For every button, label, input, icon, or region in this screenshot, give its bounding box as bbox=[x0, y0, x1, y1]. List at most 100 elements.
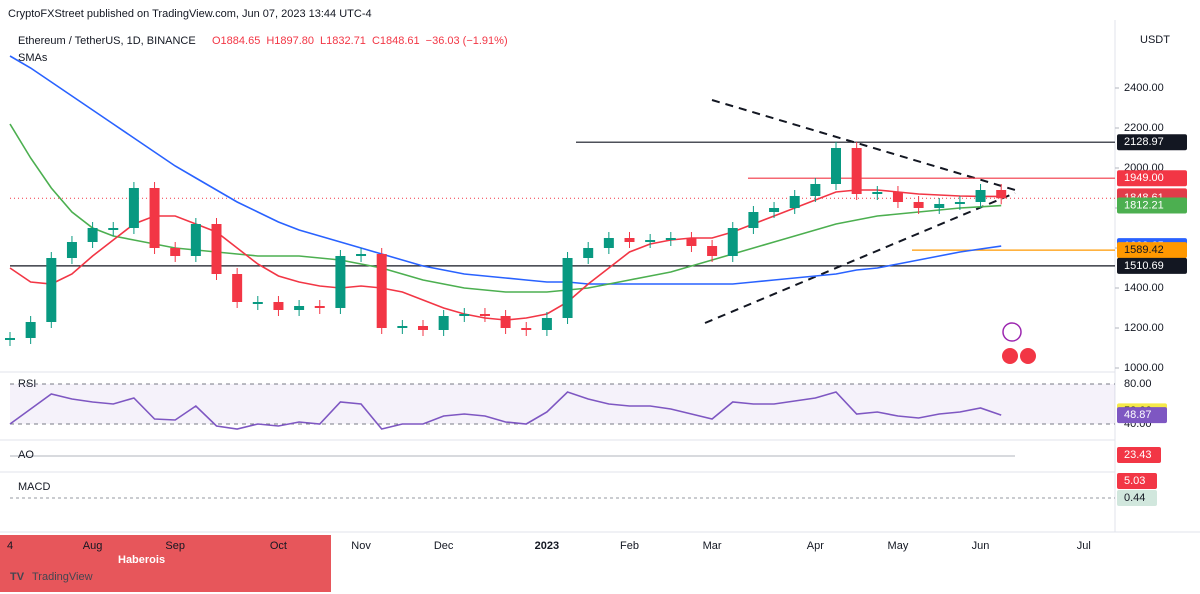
price-label-box bbox=[1117, 197, 1187, 214]
candle-body bbox=[376, 254, 387, 328]
candle-body bbox=[252, 302, 263, 304]
x-tick-label: Sep bbox=[165, 540, 185, 552]
trendline bbox=[711, 99, 1016, 191]
trendline bbox=[704, 192, 1016, 324]
ohlc-value: −36.03 (−1.91%) bbox=[426, 35, 508, 47]
candle-body bbox=[975, 190, 986, 202]
ao-label-box bbox=[1117, 447, 1161, 463]
ohlc-value: H1897.80 bbox=[266, 35, 314, 47]
ao-label: AO bbox=[18, 449, 34, 461]
x-tick-label: Jul bbox=[1077, 540, 1091, 552]
macd-value: 0.44 bbox=[1124, 492, 1145, 504]
x-tick-label: 2023 bbox=[535, 540, 559, 552]
candle-body bbox=[624, 238, 635, 242]
candle-body bbox=[707, 246, 718, 256]
candle-body bbox=[479, 314, 490, 316]
candle-body bbox=[397, 326, 408, 328]
candle-body bbox=[128, 188, 139, 228]
x-tick-label: Aug bbox=[83, 540, 103, 552]
candle-body bbox=[500, 316, 511, 328]
candle-body bbox=[686, 238, 697, 246]
candle-body bbox=[789, 196, 800, 208]
ohlc-value: C1848.61 bbox=[372, 35, 420, 47]
macd-label-box bbox=[1117, 473, 1157, 489]
candle-body bbox=[314, 306, 325, 308]
price-label-box bbox=[1117, 257, 1187, 274]
x-tick-label: Dec bbox=[434, 540, 454, 552]
candle-body bbox=[583, 248, 594, 258]
x-tick-label: 4 bbox=[7, 540, 13, 552]
icon[interactable] bbox=[1002, 322, 1022, 342]
x-tick-label: Mar bbox=[703, 540, 722, 552]
candle-body bbox=[665, 238, 676, 240]
ao-value: 23.43 bbox=[1124, 449, 1152, 461]
icon[interactable] bbox=[1002, 348, 1018, 364]
y-tick-label: 1000.00 bbox=[1124, 362, 1164, 374]
candle-body bbox=[872, 192, 883, 194]
x-tick-label: May bbox=[888, 540, 909, 552]
candle-body bbox=[108, 228, 119, 230]
brand: TradingView bbox=[32, 571, 93, 583]
candle-body bbox=[170, 248, 181, 256]
macd-label: MACD bbox=[18, 481, 50, 493]
rsi-band bbox=[10, 384, 1115, 424]
price-label: 2128.97 bbox=[1124, 136, 1164, 148]
candle-body bbox=[645, 240, 656, 242]
y-tick-label: 2200.00 bbox=[1124, 122, 1164, 134]
candle-body bbox=[418, 326, 428, 330]
currency: USDT bbox=[1140, 34, 1170, 46]
candle-body bbox=[541, 318, 552, 330]
candle-body bbox=[459, 314, 470, 316]
candle-body bbox=[748, 212, 759, 228]
watermark: Haberois bbox=[118, 554, 165, 566]
rsi-label-box bbox=[1117, 407, 1167, 424]
watermark-box bbox=[0, 535, 331, 592]
candle-body bbox=[149, 188, 160, 248]
candle-body bbox=[190, 224, 201, 256]
macd-value: 5.03 bbox=[1124, 475, 1145, 487]
ohlc-value: L1832.71 bbox=[320, 35, 366, 47]
candle-body bbox=[438, 316, 449, 330]
candle-body bbox=[521, 328, 532, 330]
x-tick-label: Jun bbox=[972, 540, 990, 552]
rsi-line bbox=[9, 391, 1002, 430]
candle-body bbox=[913, 202, 924, 208]
macd-label-box bbox=[1117, 490, 1157, 506]
candle-body bbox=[335, 256, 346, 308]
candle-body bbox=[66, 242, 77, 258]
price-label: 1949.00 bbox=[1124, 172, 1164, 184]
price-label-box bbox=[1117, 170, 1187, 187]
y-tick-label: 1400.00 bbox=[1124, 282, 1164, 294]
ohlc-value: O1884.65 bbox=[212, 35, 260, 47]
price-label: 1589.42 bbox=[1124, 244, 1164, 256]
candle-body bbox=[934, 204, 945, 208]
candle-body bbox=[810, 184, 821, 196]
candle-body bbox=[232, 274, 243, 302]
sma-line bbox=[9, 55, 1002, 285]
candle-body bbox=[831, 148, 841, 184]
brand-logo: TV bbox=[10, 571, 25, 583]
candle-body bbox=[769, 208, 780, 212]
candle-body bbox=[25, 322, 36, 338]
rsi-tick-label: 80.00 bbox=[1124, 378, 1152, 390]
price-label-box bbox=[1117, 242, 1187, 259]
publish-info: CryptoFXStreet published on TradingView.… bbox=[8, 8, 372, 20]
candle-body bbox=[87, 228, 98, 242]
candle-body bbox=[851, 148, 862, 194]
candle-body bbox=[273, 302, 284, 310]
y-tick-label: 2400.00 bbox=[1124, 82, 1164, 94]
icon[interactable] bbox=[1020, 348, 1036, 364]
x-tick-label: Oct bbox=[270, 540, 287, 552]
candle-body bbox=[294, 306, 305, 310]
candle-body bbox=[356, 254, 367, 256]
y-tick-label: 1200.00 bbox=[1124, 322, 1164, 334]
candle-body bbox=[5, 338, 15, 340]
candle-body bbox=[996, 190, 1007, 199]
candle-body bbox=[727, 228, 738, 256]
price-label-box bbox=[1117, 134, 1187, 151]
symbol-title: Ethereum / TetherUS, 1D, BINANCE bbox=[18, 35, 196, 47]
rsi-label-value: 48.87 bbox=[1124, 409, 1152, 421]
candle-body bbox=[892, 192, 903, 202]
x-tick-label: Apr bbox=[807, 540, 824, 552]
